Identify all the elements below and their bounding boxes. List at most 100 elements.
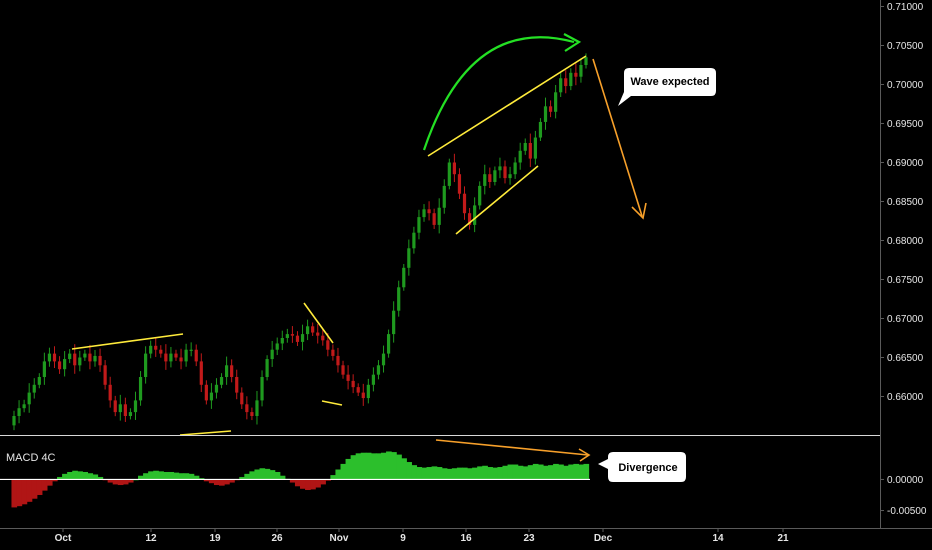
candle-down <box>295 335 300 342</box>
macd-bar <box>411 465 418 480</box>
macd-bar <box>477 466 483 480</box>
candle-down <box>503 166 507 179</box>
macd-bar <box>563 465 569 480</box>
candle-down <box>230 365 234 377</box>
candle-down <box>432 213 436 225</box>
macd-axis[interactable]: 0.00000 -0.00500 <box>880 475 927 517</box>
candle-up <box>169 353 173 362</box>
candle-up <box>280 338 284 344</box>
macd-bar <box>446 468 453 480</box>
wedge-line-upper <box>303 302 334 344</box>
macd-bar <box>148 471 154 480</box>
candle-up <box>442 185 446 208</box>
price-tick-label: 0.66500 <box>887 353 924 364</box>
wave-callout-text: Wave expected <box>630 76 709 88</box>
macd-bar <box>537 464 544 480</box>
candle-up <box>219 377 224 385</box>
macd-bar <box>482 465 488 480</box>
candle-down <box>331 349 335 356</box>
macd-bar <box>456 467 463 480</box>
macd-bar <box>289 479 296 483</box>
channel-line-upper <box>427 55 587 157</box>
macd-bar <box>208 479 215 484</box>
macd-bar <box>315 479 321 488</box>
candle-down <box>336 355 340 366</box>
candle-down <box>574 72 578 77</box>
macd-histogram <box>0 451 590 508</box>
candle-down <box>351 380 355 388</box>
wave-expected-callout: Wave expected <box>618 68 716 106</box>
time-tick-label: 19 <box>209 533 221 544</box>
channel-line-lower <box>455 165 539 235</box>
macd-bar <box>153 470 159 480</box>
candle-down <box>88 353 92 362</box>
indicator-label[interactable]: MACD 4C <box>6 452 56 464</box>
macd-bar <box>127 479 134 483</box>
candle-down <box>199 361 203 385</box>
price-tick-label: 0.69000 <box>887 158 924 169</box>
macd-bar <box>41 479 48 491</box>
macd-bar <box>26 479 33 502</box>
price-tick-label: 0.68000 <box>887 236 924 247</box>
macd-bar <box>578 464 585 480</box>
macd-bar <box>143 473 149 480</box>
candle-down <box>467 213 472 225</box>
macd-bar <box>345 458 352 480</box>
macd-bar <box>416 467 423 480</box>
macd-bar <box>107 479 114 483</box>
candle-down <box>316 332 320 336</box>
price-axis[interactable]: 0.71000 0.70500 0.70000 0.69500 0.69000 0.685… <box>880 2 924 403</box>
time-tick-label: Dec <box>594 533 613 544</box>
time-tick-label: Nov <box>330 533 349 544</box>
macd-bar <box>522 466 529 480</box>
candle-up <box>225 365 229 377</box>
macd-bar <box>396 454 402 480</box>
candle-down <box>52 353 57 362</box>
candle-down <box>457 174 462 194</box>
candle-up <box>63 359 67 370</box>
candle-down <box>73 353 77 366</box>
macd-bar <box>558 464 564 480</box>
price-tick-label: 0.69500 <box>887 119 924 130</box>
candle-down <box>159 349 163 354</box>
macd-bar <box>46 479 53 486</box>
candle-up <box>133 400 138 413</box>
divergence-callout-text: Divergence <box>618 462 677 474</box>
macd-bar <box>62 473 68 480</box>
candle-down <box>564 78 568 87</box>
time-tick-label: 23 <box>523 533 535 544</box>
price-tick-label: 0.66000 <box>887 392 924 403</box>
candle-up <box>392 310 396 335</box>
candle-up <box>144 353 148 377</box>
candle-down <box>113 400 117 413</box>
macd-bar <box>244 473 250 480</box>
macd-bar <box>568 464 574 480</box>
macd-bar <box>249 471 256 480</box>
macd-bar <box>219 479 225 486</box>
candle-up <box>376 365 381 375</box>
macd-bar <box>122 479 129 485</box>
candle-up <box>209 392 214 401</box>
candle-down <box>311 326 315 333</box>
macd-bar <box>360 452 367 480</box>
macd-bar <box>305 479 311 491</box>
macd-bar <box>441 468 448 480</box>
candle-down <box>123 404 127 416</box>
macd-drawings <box>435 439 591 462</box>
candle-up <box>189 349 193 351</box>
time-axis[interactable]: Oct 12 19 26 Nov 9 16 23 Dec 14 21 <box>55 528 789 544</box>
forecast-arrow-line <box>592 58 643 217</box>
candle-down <box>164 353 168 362</box>
macd-bar <box>36 479 43 495</box>
candle-down <box>427 209 431 214</box>
macd-bar <box>421 467 428 480</box>
macd-bar <box>375 453 382 480</box>
divergence-line <box>435 439 589 456</box>
price-tick-label: 0.71000 <box>887 2 924 13</box>
macd-bar <box>431 466 438 480</box>
macd-bar <box>254 469 261 480</box>
macd-bar <box>82 471 88 480</box>
macd-bar <box>183 473 190 480</box>
forecast-arrowhead <box>631 202 647 220</box>
